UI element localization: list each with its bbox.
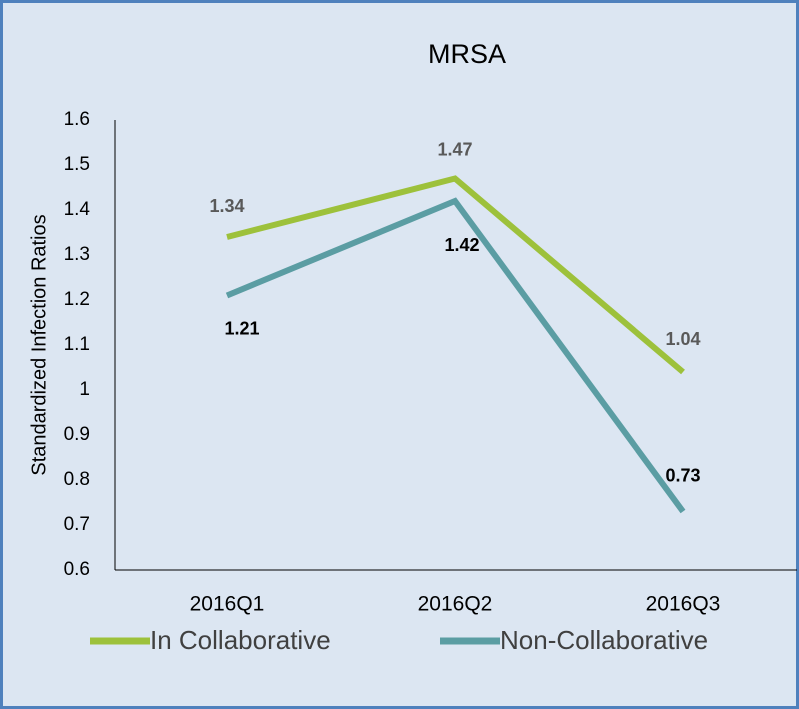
y-tick-label: 0.6 — [64, 559, 90, 580]
series-line — [225, 197, 686, 514]
y-tick-label: 1 — [79, 379, 90, 400]
y-tick-label: 1.5 — [64, 154, 90, 175]
chart-title: MRSA — [428, 39, 506, 69]
y-tick-label: 0.7 — [64, 514, 90, 535]
x-tick-label: 2016Q1 — [190, 593, 265, 616]
y-tick-label: 1.6 — [64, 109, 90, 130]
y-tick-label: 1.2 — [64, 289, 90, 310]
legend-label: Non-Collaborative — [500, 625, 708, 655]
data-label: 1.42 — [444, 235, 479, 255]
data-label: 1.21 — [224, 318, 259, 338]
data-label: 1.47 — [437, 139, 472, 159]
y-tick-label: 1.3 — [64, 244, 90, 265]
y-tick-label: 1.4 — [64, 199, 91, 220]
x-tick-label: 2016Q2 — [418, 593, 493, 616]
data-label: 1.34 — [209, 196, 244, 216]
legend-label: In Collaborative — [150, 625, 331, 655]
x-tick-label: 2016Q3 — [646, 593, 721, 616]
y-tick-label: 0.8 — [64, 469, 90, 490]
y-tick-label: 1.1 — [64, 334, 90, 355]
y-axis-label: Standardized Infection Ratios — [28, 214, 50, 475]
data-label: 0.73 — [665, 465, 700, 485]
data-label: 1.04 — [665, 329, 700, 349]
series-line — [226, 175, 685, 375]
y-tick-label: 0.9 — [64, 424, 90, 445]
